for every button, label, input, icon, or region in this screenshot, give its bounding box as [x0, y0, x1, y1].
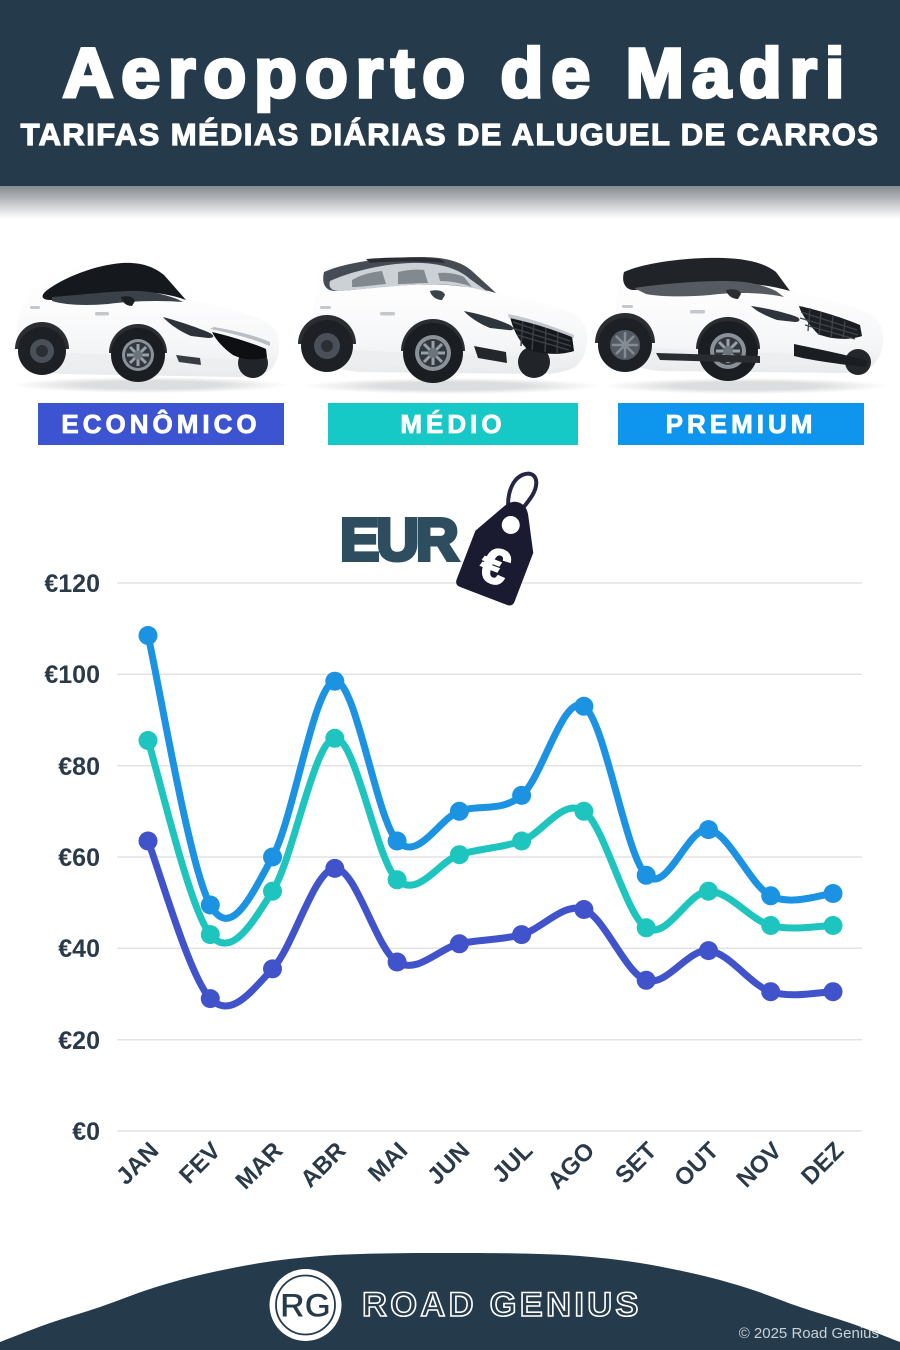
- svg-text:EUR: EUR: [340, 507, 458, 573]
- svg-text:JUN: JUN: [422, 1137, 475, 1190]
- svg-text:€100: €100: [44, 661, 100, 689]
- svg-text:ABR: ABR: [295, 1137, 351, 1193]
- svg-text:€80: €80: [58, 753, 100, 781]
- svg-text:MAI: MAI: [363, 1137, 413, 1187]
- svg-text:DEZ: DEZ: [796, 1137, 849, 1190]
- svg-text:OUT: OUT: [669, 1137, 724, 1192]
- svg-text:ROAD GENIUS: ROAD GENIUS: [362, 1286, 642, 1324]
- svg-text:JUL: JUL: [487, 1137, 538, 1188]
- svg-text:€20: €20: [58, 1027, 100, 1055]
- svg-text:€120: €120: [44, 570, 100, 598]
- svg-text:€40: €40: [58, 935, 100, 963]
- svg-text:AGO: AGO: [542, 1137, 600, 1195]
- svg-text:NOV: NOV: [731, 1137, 787, 1193]
- svg-text:€0: €0: [72, 1118, 100, 1146]
- svg-text:MAR: MAR: [231, 1137, 289, 1195]
- svg-text:FEV: FEV: [174, 1137, 226, 1189]
- svg-text:RG: RG: [280, 1287, 331, 1325]
- svg-text:JAN: JAN: [111, 1137, 164, 1190]
- svg-text:SET: SET: [610, 1137, 662, 1189]
- svg-text:€60: €60: [58, 844, 100, 872]
